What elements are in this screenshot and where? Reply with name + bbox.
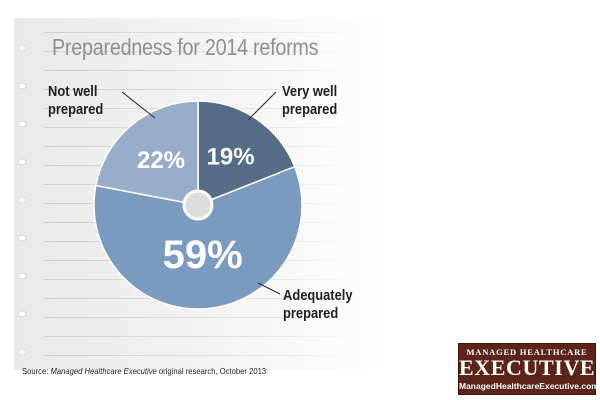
source-publication: Managed Healthcare Executive [50, 366, 157, 376]
paper-hole [17, 44, 27, 52]
paper-rule-line [44, 317, 390, 318]
paper-rule-line [44, 89, 390, 90]
paper-perforation [17, 44, 27, 356]
label-leader-line [121, 91, 156, 119]
paper-rule-line [44, 70, 390, 71]
paper-hole [17, 272, 27, 280]
paper-hole [17, 310, 27, 318]
logo-line-2: EXECUTIVE [459, 355, 596, 380]
paper-hole [17, 234, 27, 242]
pie-value-label: 22% [137, 147, 185, 174]
slice-label-line: Not well [48, 83, 98, 100]
label-leader-line [247, 91, 277, 121]
paper-hole [17, 348, 27, 356]
paper-hole [17, 196, 27, 204]
source-note: Source: Managed Healthcare Executive ori… [22, 366, 266, 376]
source-suffix: original research, October 2013 [156, 366, 267, 376]
pie-slice-very-well-prepared [197, 100, 296, 207]
slice-label-line: Very well [282, 83, 338, 100]
pie-slice-not-well-prepared [94, 100, 199, 206]
paper-hole [17, 158, 27, 166]
pie-center-hub [182, 189, 214, 221]
slice-label-not-well-prepared: Not well prepared [48, 83, 103, 119]
logo-url: ManagedHealthcareExecutive.com [459, 381, 599, 391]
source-prefix: Source: [22, 366, 51, 376]
slice-label-line: Adequately [283, 287, 353, 304]
slice-label-very-well-prepared: Very well prepared [282, 83, 337, 119]
paper-hole [17, 82, 27, 90]
slice-label-line: prepared [282, 101, 338, 118]
publication-logo: MANAGED HEALTHCARE EXECUTIVE ManagedHeal… [458, 343, 599, 395]
paper-rule-line [44, 336, 390, 337]
slice-label-adequately-prepared: Adequately prepared [283, 287, 353, 323]
pie-slice-adequately-prepared [93, 165, 303, 310]
paper-rule-line [44, 355, 390, 356]
slice-label-line: prepared [283, 305, 339, 322]
pie-value-label: 59% [163, 233, 243, 277]
label-leader-line [257, 282, 281, 295]
pie-value-label: 19% [207, 144, 255, 171]
slice-label-line: prepared [48, 101, 104, 118]
paper-hole [17, 120, 27, 128]
chart-title: Preparedness for 2014 reforms [52, 34, 319, 60]
paper-rule-line [44, 32, 390, 33]
logo-line-1: MANAGED HEALTHCARE [466, 347, 588, 357]
paper-rule-line [44, 51, 390, 52]
